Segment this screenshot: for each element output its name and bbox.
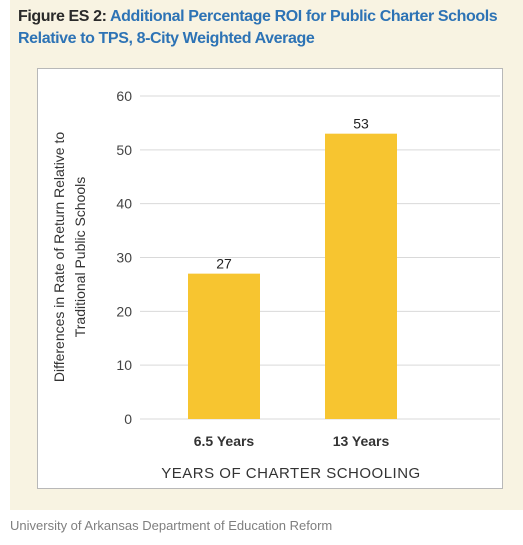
y-tick-label: 60 — [116, 88, 132, 104]
x-axis-label: YEARS OF CHARTER SCHOOLING — [161, 465, 420, 482]
figure-label: Figure ES 2: — [18, 8, 107, 25]
figure-title-text: Additional Percentage ROI for Public Cha… — [18, 8, 498, 47]
bars — [188, 133, 397, 419]
y-tick-label: 50 — [116, 142, 132, 158]
source-credit: University of Arkansas Department of Edu… — [10, 518, 333, 533]
y-tick-label: 10 — [116, 357, 132, 373]
bar-2 — [325, 133, 397, 419]
y-axis-label-line-1: Differences in Rate of Return Relative t… — [51, 132, 67, 383]
category-label: 6.5 Years — [194, 433, 255, 449]
y-tick-label: 0 — [124, 411, 132, 427]
data-label: 53 — [353, 116, 369, 132]
bar-1 — [188, 273, 260, 419]
data-label: 27 — [216, 256, 232, 272]
y-tick-label: 30 — [116, 250, 132, 266]
figure-title: Figure ES 2: Additional Percentage ROI f… — [18, 6, 513, 50]
data-labels: 27 53 — [216, 116, 369, 272]
y-tick-label: 40 — [116, 196, 132, 212]
category-label: 13 Years — [333, 433, 390, 449]
y-tick-label: 20 — [116, 303, 132, 319]
y-axis-label-line-2: Traditional Public Schools — [72, 177, 88, 338]
y-axis-ticks: 0 10 20 30 40 50 60 — [116, 88, 132, 427]
x-axis-categories: 6.5 Years 13 Years — [194, 433, 390, 449]
